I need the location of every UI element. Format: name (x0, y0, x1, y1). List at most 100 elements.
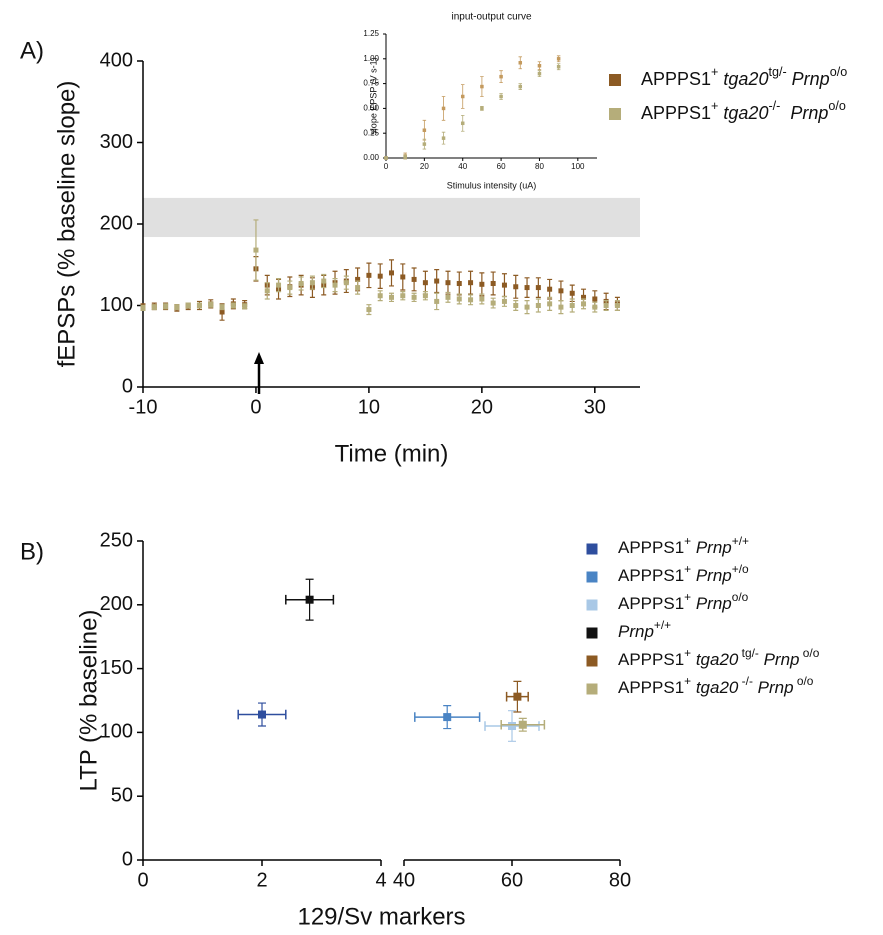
data-point (276, 282, 282, 288)
legend-text-run: + (711, 99, 718, 113)
data-point (480, 106, 484, 111)
legend-text-run: + (684, 590, 691, 604)
y-axis-label: fEPSPs (% baseline slope) (53, 81, 80, 368)
y-tick-label: 150 (100, 657, 133, 679)
y-tick-label: 400 (100, 49, 133, 71)
y-tick-label: 200 (100, 212, 133, 234)
legend-text-run: Prnp (759, 650, 800, 669)
data-point (441, 106, 446, 111)
data-point (537, 63, 542, 68)
data-point (163, 303, 169, 309)
legend-text-run: APPPS1 (618, 594, 684, 613)
data-point (445, 294, 451, 300)
legend-text-run: -/- (738, 674, 753, 688)
chart-title: input-output curve (451, 12, 531, 23)
x-tick-label: 60 (501, 869, 523, 891)
data-point (556, 57, 561, 61)
legend-text-run: o/o (800, 646, 820, 660)
legend-text-run: Prnp (691, 566, 732, 585)
data-point (524, 285, 530, 291)
x-tick-label: 20 (471, 396, 493, 418)
data-point (456, 296, 462, 302)
legend-text-run: +/+ (732, 534, 749, 548)
data-point (151, 304, 157, 310)
data-point (490, 280, 496, 286)
x-tick-label: 40 (393, 869, 415, 891)
data-point (242, 303, 248, 309)
data-point (513, 303, 519, 308)
data-point (309, 280, 315, 286)
data-point (479, 296, 485, 302)
y-tick-label: 0 (122, 375, 133, 397)
legend-text-run: APPPS1 (618, 650, 684, 669)
data-point (592, 296, 598, 302)
legend-label: APPPS1+ tga20 -/- Prnp o/o (618, 674, 814, 697)
y-tick-label: 100 (100, 294, 133, 316)
legend-text-run: Prnp (691, 538, 732, 557)
legend-marker (586, 655, 598, 667)
data-point (321, 278, 327, 284)
data-point (535, 285, 541, 291)
data-point (460, 94, 465, 99)
data-point (499, 74, 503, 79)
x-tick-label: -10 (129, 396, 158, 418)
legend-marker (586, 627, 598, 639)
data-point (434, 278, 440, 284)
data-point (537, 71, 542, 76)
y-tick-label: 100 (100, 721, 133, 743)
data-point (460, 121, 465, 126)
legend-marker (586, 571, 598, 583)
legend-text-run: + (711, 65, 718, 79)
x-tick-label: 80 (609, 869, 631, 891)
data-point (518, 720, 527, 729)
legend-text-run: + (684, 646, 691, 660)
legend-text-run: APPPS1 (618, 538, 684, 557)
data-point (140, 305, 146, 311)
data-point (480, 84, 484, 89)
legend-label: APPPS1+ Prnpo/o (618, 590, 749, 613)
data-point (298, 280, 304, 286)
data-point (581, 294, 587, 300)
legend-text-run: Prnp (787, 69, 830, 89)
data-point (377, 293, 383, 299)
data-point (569, 290, 575, 296)
legend-text-run: Prnp (780, 103, 828, 123)
data-point (355, 276, 361, 282)
legend-text-run: Prnp (753, 678, 794, 697)
data-point (219, 304, 225, 310)
y-tick-label: 0.25 (363, 128, 379, 137)
data-point (400, 293, 406, 299)
data-point (219, 309, 225, 315)
legend-text-run: APPPS1 (618, 678, 684, 697)
data-point (479, 281, 485, 287)
legend-text-run: +/+ (654, 618, 671, 632)
legend-marker (586, 683, 598, 695)
data-point (411, 276, 417, 282)
data-point (422, 280, 428, 286)
legend-text-run: tga20 (691, 678, 739, 697)
data-point (556, 64, 561, 69)
data-point (592, 304, 598, 310)
y-tick-label: 250 (100, 529, 133, 551)
data-point (377, 273, 383, 279)
data-point (443, 713, 452, 722)
data-point (258, 710, 266, 719)
data-point (445, 280, 451, 286)
legend-label: APPPS1+ tga20-/- Prnpo/o (641, 99, 846, 122)
legend-label: APPPS1+ Prnp+/o (618, 562, 749, 585)
x-axis-label: 129/Sv markers (297, 903, 465, 930)
data-point (499, 94, 503, 99)
panel-label: A) (20, 37, 44, 64)
x-tick-label: 100 (571, 162, 585, 171)
y-tick-label: 1.25 (363, 29, 379, 38)
shaded-band (143, 197, 640, 238)
panel-label: B) (20, 538, 44, 565)
data-point (389, 270, 394, 276)
legend-text-run: tga20 (718, 69, 768, 89)
data-point (535, 303, 541, 308)
data-point (253, 247, 259, 253)
data-point (434, 298, 440, 304)
y-tick-label: 0.50 (363, 104, 379, 113)
x-tick-label: 10 (358, 396, 380, 418)
data-point (524, 304, 530, 310)
